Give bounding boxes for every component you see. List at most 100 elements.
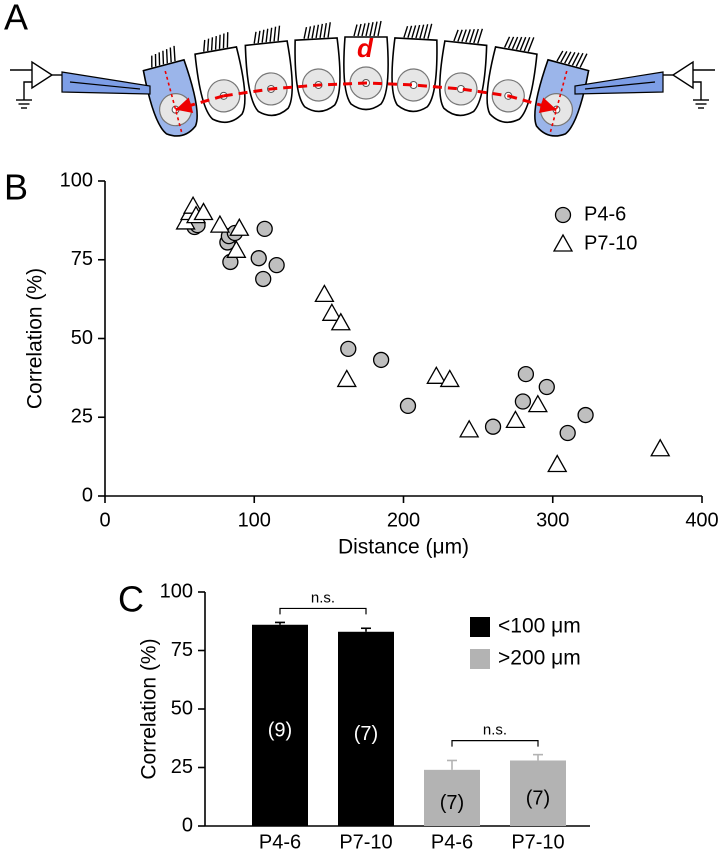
y-tick-label: 75 — [71, 248, 93, 270]
y-tick-label: 50 — [71, 327, 93, 349]
stereocilium — [575, 52, 584, 67]
x-tick-label: P7-10 — [339, 831, 392, 853]
significance-bracket — [451, 740, 539, 747]
x-axis-label: Distance (μm) — [338, 536, 469, 559]
stereocilium — [457, 29, 463, 42]
distance-label: d — [357, 33, 374, 63]
circle-point — [577, 406, 594, 424]
n-label: (7) — [354, 723, 378, 745]
circle-point — [399, 397, 417, 415]
triangle-point — [229, 217, 250, 236]
circle-point — [554, 206, 572, 224]
significance-label: n.s. — [311, 589, 335, 606]
ground-wire — [23, 81, 32, 100]
y-tick-label: 0 — [82, 484, 93, 506]
x-tick-label: P4-6 — [431, 831, 473, 853]
bar — [424, 769, 480, 826]
stereocilium — [173, 45, 176, 62]
stereocilium — [469, 28, 475, 43]
stereocilium — [579, 53, 588, 68]
stereocilium — [222, 33, 225, 49]
stereocilium — [203, 39, 206, 52]
stereocilium — [415, 24, 421, 39]
circle-point — [372, 351, 390, 369]
stereocilium — [419, 24, 425, 39]
triangle-point — [321, 302, 342, 321]
legend-swatch — [470, 649, 490, 669]
hair-cell — [486, 36, 538, 124]
stereocilium — [323, 22, 327, 38]
y-tick-label: 0 — [182, 814, 193, 836]
triangle-point — [193, 202, 214, 221]
triangle-point — [426, 365, 447, 384]
stereocilium — [411, 25, 417, 39]
stereocilium — [473, 28, 479, 44]
stereocilium — [523, 37, 531, 52]
y-tick-label: 50 — [171, 697, 193, 719]
hair-cell — [534, 50, 590, 137]
circle-point — [340, 340, 357, 358]
stereocilium — [303, 26, 308, 39]
stereocilium — [165, 49, 168, 64]
triangle-point — [209, 214, 231, 233]
stereocilium — [206, 38, 210, 52]
stereocilium — [373, 21, 378, 37]
stereocilium — [503, 36, 511, 48]
diagram: d — [10, 20, 715, 137]
bar — [510, 760, 566, 826]
amplifier — [31, 60, 54, 90]
stereocilium — [403, 25, 409, 38]
stereocilium — [571, 52, 580, 66]
x-tick-label: P4-6 — [259, 831, 301, 853]
circle-point — [255, 270, 272, 288]
stereocilium — [257, 30, 261, 44]
axis-dashed — [548, 70, 568, 135]
electrode-wire — [69, 81, 141, 90]
circle-point — [517, 365, 535, 383]
amplifier — [671, 60, 694, 90]
bar — [252, 624, 308, 826]
electrode-wire — [584, 81, 656, 90]
y-tick-label: 100 — [60, 169, 93, 191]
circle-point — [484, 418, 502, 435]
stereocilium — [253, 31, 257, 44]
triangle-point — [226, 239, 247, 258]
y-axis-label: Correlation (%) — [138, 638, 161, 779]
legend-label: >200 μm — [498, 647, 581, 670]
x-tick-label: 0 — [99, 509, 110, 531]
stereocilium — [369, 22, 374, 37]
hair-cell — [391, 23, 438, 113]
stereocilium — [365, 22, 370, 37]
stereocilium — [477, 28, 484, 44]
stereocilium — [423, 24, 429, 39]
stereocilium — [154, 53, 157, 67]
stereocilium — [226, 32, 229, 48]
stereocilium — [327, 22, 331, 38]
x-tick-label: 300 — [536, 509, 569, 531]
legend-label: P7-10 — [584, 232, 637, 254]
stereocilium — [361, 23, 366, 37]
stereocilium — [564, 51, 572, 64]
y-tick-label: 25 — [171, 756, 193, 778]
panel-label: A — [4, 0, 28, 38]
circle-point — [538, 378, 555, 396]
x-tick-label: 200 — [387, 509, 420, 531]
stereocilium — [560, 51, 568, 63]
stereocilium — [519, 36, 527, 51]
y-tick-label: 25 — [71, 406, 93, 428]
stereocilium — [507, 36, 515, 49]
stereocilium — [556, 50, 564, 62]
stereocilium — [377, 20, 382, 37]
stereocilium — [465, 29, 471, 43]
stereocilium — [315, 24, 320, 39]
stereocilium — [169, 47, 172, 63]
legend-label: <100 μm — [498, 615, 581, 638]
x-tick-label: P7-10 — [511, 831, 564, 853]
electrode — [574, 71, 664, 95]
circle-point — [256, 220, 273, 238]
circle-point — [514, 393, 532, 410]
hair-cell — [294, 22, 341, 113]
triangle-point — [439, 369, 460, 388]
distance-line — [175, 94, 225, 112]
